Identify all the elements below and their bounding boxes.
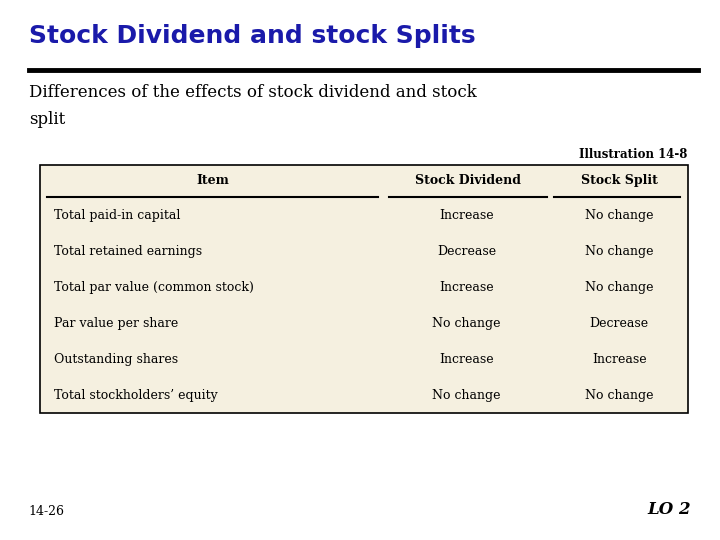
Text: LO 2: LO 2 (647, 502, 691, 518)
Text: Increase: Increase (592, 353, 647, 366)
Text: Outstanding shares: Outstanding shares (54, 353, 178, 366)
Text: No change: No change (585, 281, 654, 294)
Text: Differences of the effects of stock dividend and stock: Differences of the effects of stock divi… (29, 84, 477, 100)
Text: No change: No change (585, 389, 654, 402)
Text: Item: Item (196, 174, 229, 187)
Text: No change: No change (432, 389, 501, 402)
Text: No change: No change (585, 208, 654, 221)
Text: Total paid-in capital: Total paid-in capital (54, 208, 181, 221)
Text: Stock Split: Stock Split (581, 174, 657, 187)
Text: 14-26: 14-26 (29, 505, 65, 518)
Text: Total retained earnings: Total retained earnings (54, 245, 202, 258)
Text: Illustration 14-8: Illustration 14-8 (579, 148, 688, 161)
Text: Decrease: Decrease (437, 245, 496, 258)
Text: Par value per share: Par value per share (54, 316, 179, 329)
Text: Stock Dividend: Stock Dividend (415, 174, 521, 187)
FancyBboxPatch shape (40, 165, 688, 413)
Text: Total stockholders’ equity: Total stockholders’ equity (54, 389, 217, 402)
Text: Total par value (common stock): Total par value (common stock) (54, 281, 254, 294)
Text: Increase: Increase (439, 208, 494, 221)
Text: No change: No change (585, 245, 654, 258)
Text: Increase: Increase (439, 281, 494, 294)
Text: Stock Dividend and stock Splits: Stock Dividend and stock Splits (29, 24, 475, 48)
Text: No change: No change (432, 316, 501, 329)
Text: Increase: Increase (439, 353, 494, 366)
Text: split: split (29, 111, 65, 127)
Text: Decrease: Decrease (590, 316, 649, 329)
